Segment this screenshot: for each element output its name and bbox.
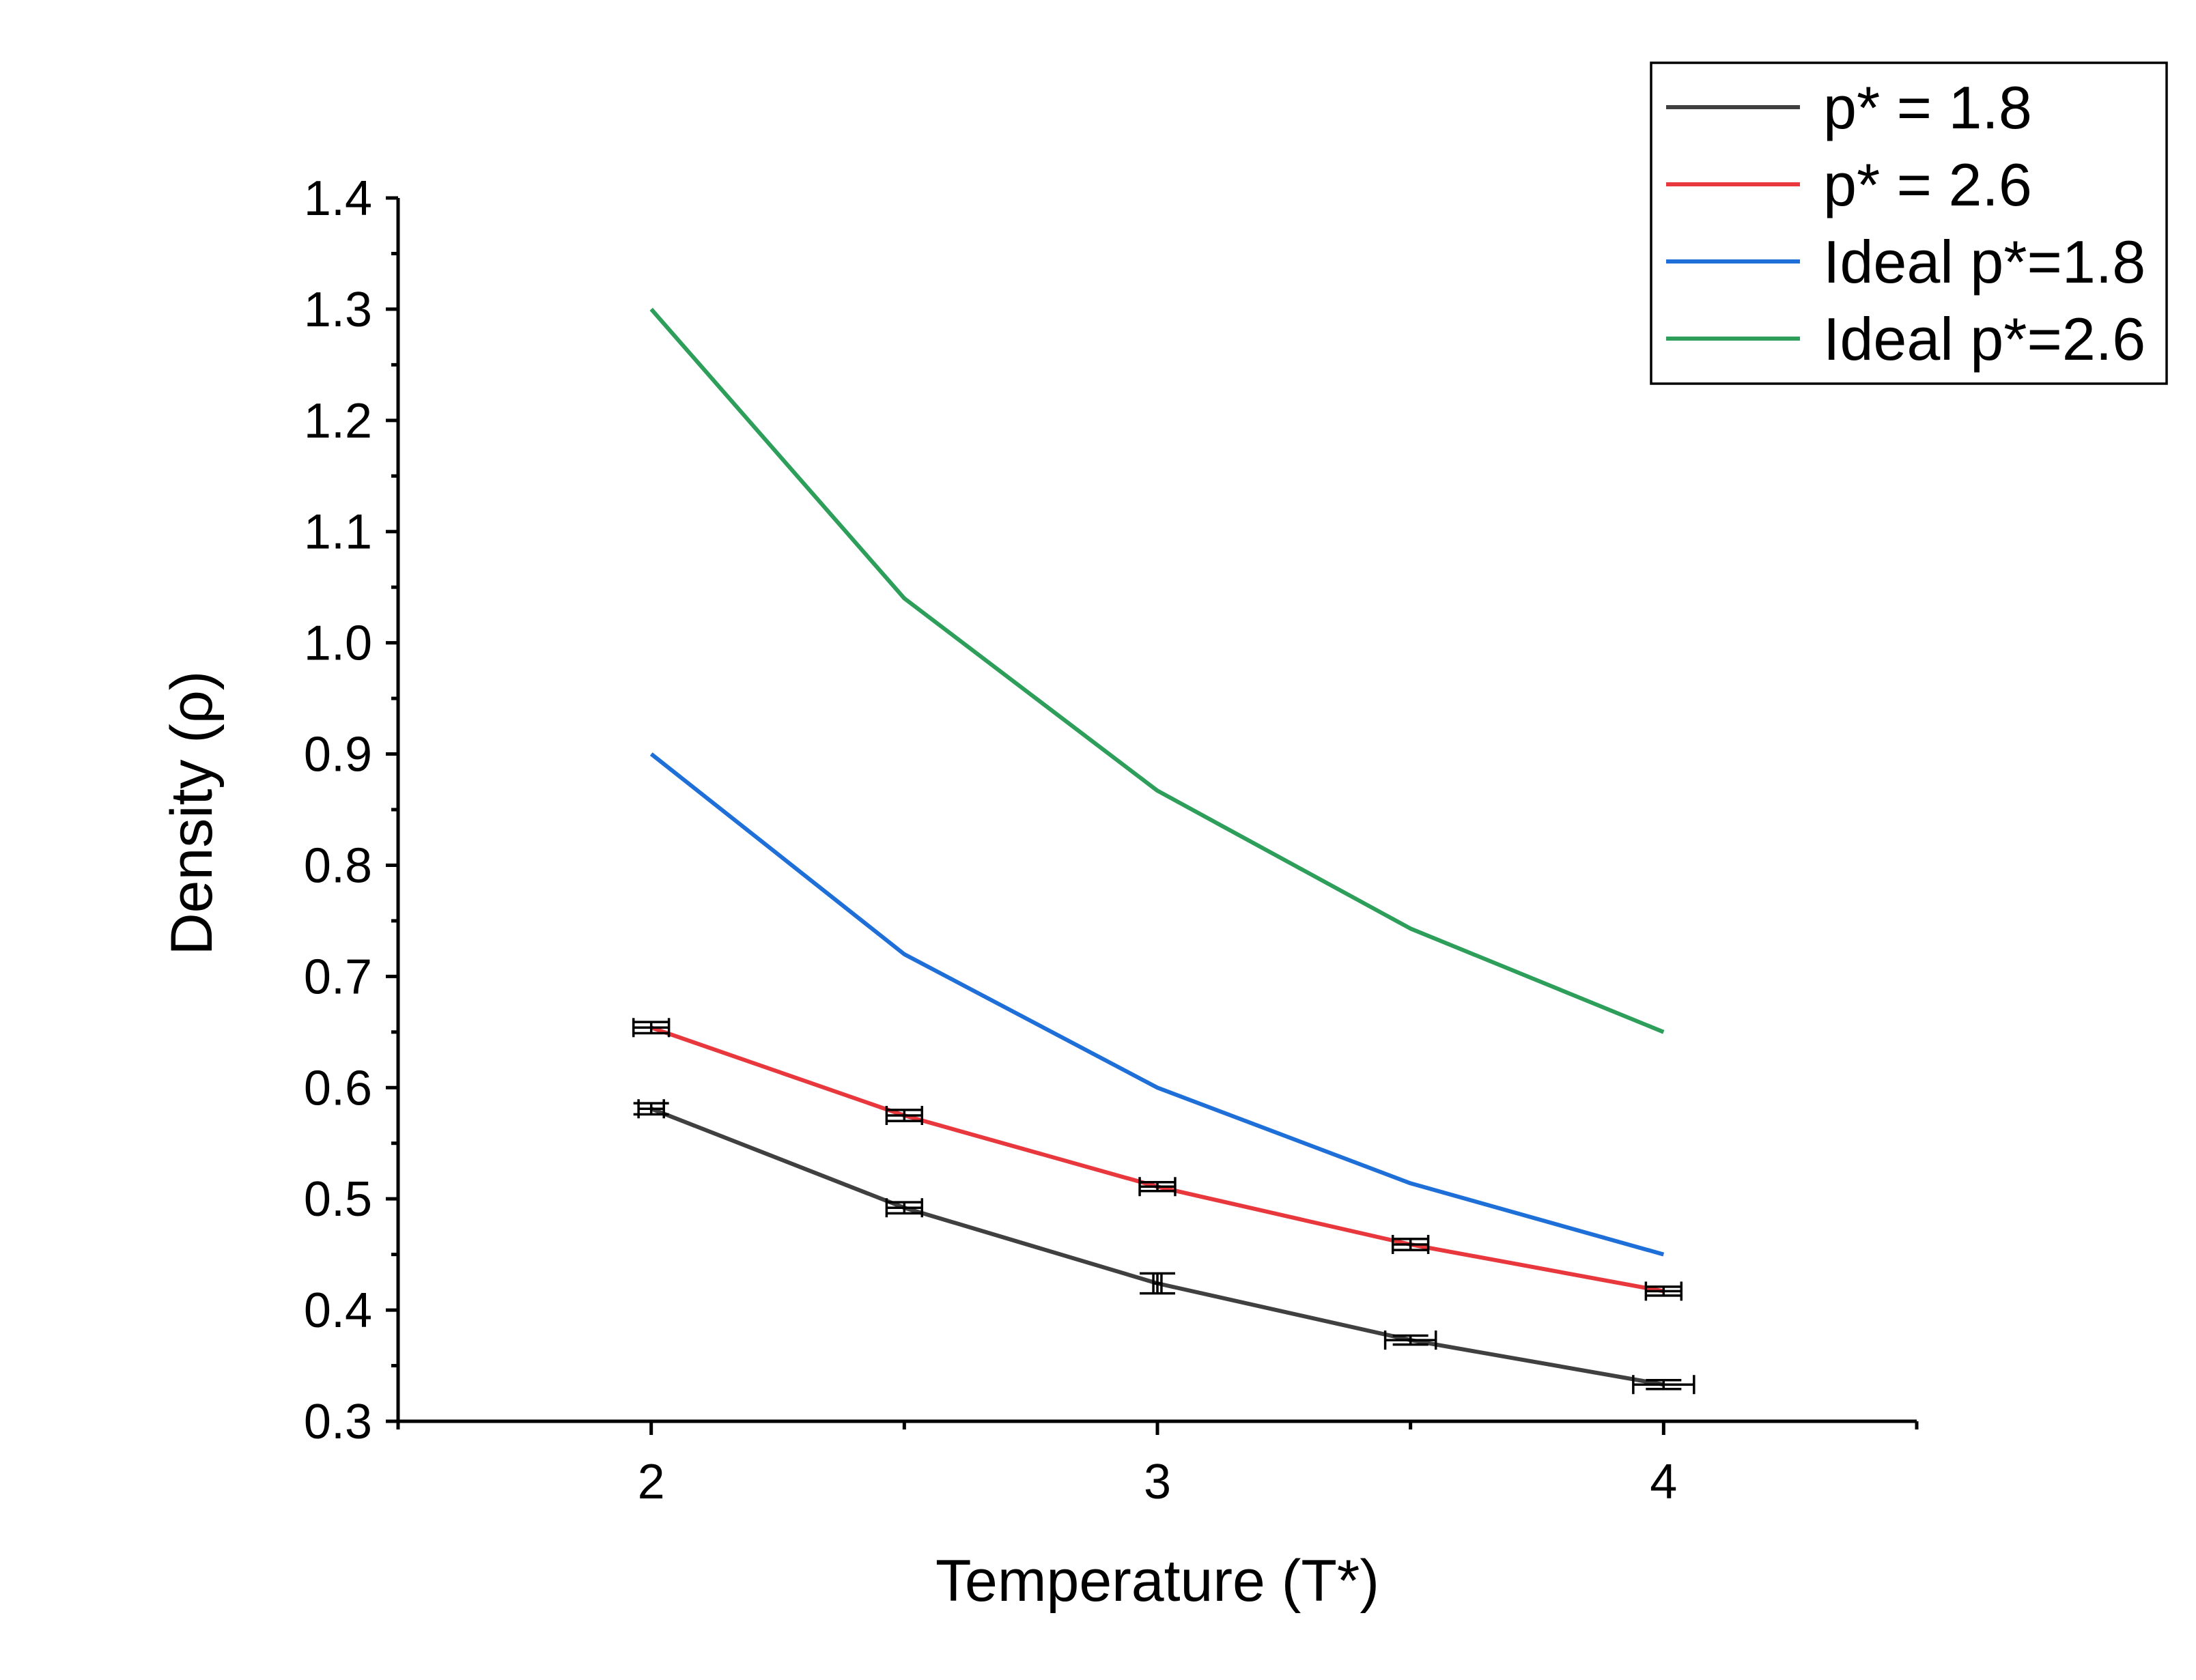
y-tick-label: 1.0 (304, 616, 372, 671)
y-tick-label: 1.1 (304, 505, 372, 560)
series-line-2 (649, 752, 1665, 1257)
series-line-1 (650, 1025, 1664, 1294)
error-bar (1632, 1375, 1695, 1395)
y-tick-label: 1.4 (304, 171, 372, 226)
legend-label-2: Ideal p*=1.8 (1823, 228, 2145, 296)
y-tick-label: 0.6 (304, 1061, 372, 1115)
y-axis-title: Density (ρ) (159, 671, 225, 956)
legend: p* = 1.8 p* = 2.6 Ideal p*=1.8 Ideal p*=2.6 (1650, 61, 2168, 385)
legend-box (1650, 61, 2168, 385)
axes-layer: 0.3 0.4 0.5 0.6 0.7 0.8 0.9 1.0 1.1 1.2 1.3 1.4 2 3 4 T… (159, 171, 1919, 1614)
series-layer (632, 307, 1695, 1395)
y-tick-label: 0.9 (304, 728, 372, 782)
y-tick-label: 0.4 (304, 1283, 372, 1338)
y-tick-label: 0.3 (304, 1395, 372, 1449)
error-bar (1383, 1330, 1437, 1350)
legend-label-1: p* = 2.6 (1823, 151, 2032, 218)
error-bar (632, 1018, 671, 1038)
error-bar (1391, 1234, 1430, 1254)
x-tick-label: 4 (1650, 1455, 1677, 1509)
error-bar (1644, 1281, 1683, 1301)
y-tick-label: 0.7 (304, 950, 372, 1004)
x-tick-label: 2 (638, 1455, 665, 1509)
error-bar (1140, 1272, 1175, 1295)
error-bar (1138, 1177, 1177, 1197)
series-line-0 (650, 1107, 1664, 1387)
error-bar (885, 1106, 924, 1125)
y-tick-label: 1.3 (304, 283, 372, 337)
x-axis-title: Temperature (T*) (935, 1548, 1379, 1614)
x-tick-label: 3 (1144, 1455, 1171, 1509)
legend-label-0: p* = 1.8 (1823, 74, 2032, 141)
series-line-3 (649, 307, 1665, 1034)
y-tick-label: 0.5 (304, 1172, 372, 1227)
y-tick-label: 0.8 (304, 838, 372, 893)
error-bar (885, 1198, 924, 1218)
error-bar (633, 1099, 669, 1119)
y-tick-label: 1.2 (304, 394, 372, 449)
legend-label-3: Ideal p*=2.6 (1823, 305, 2145, 373)
